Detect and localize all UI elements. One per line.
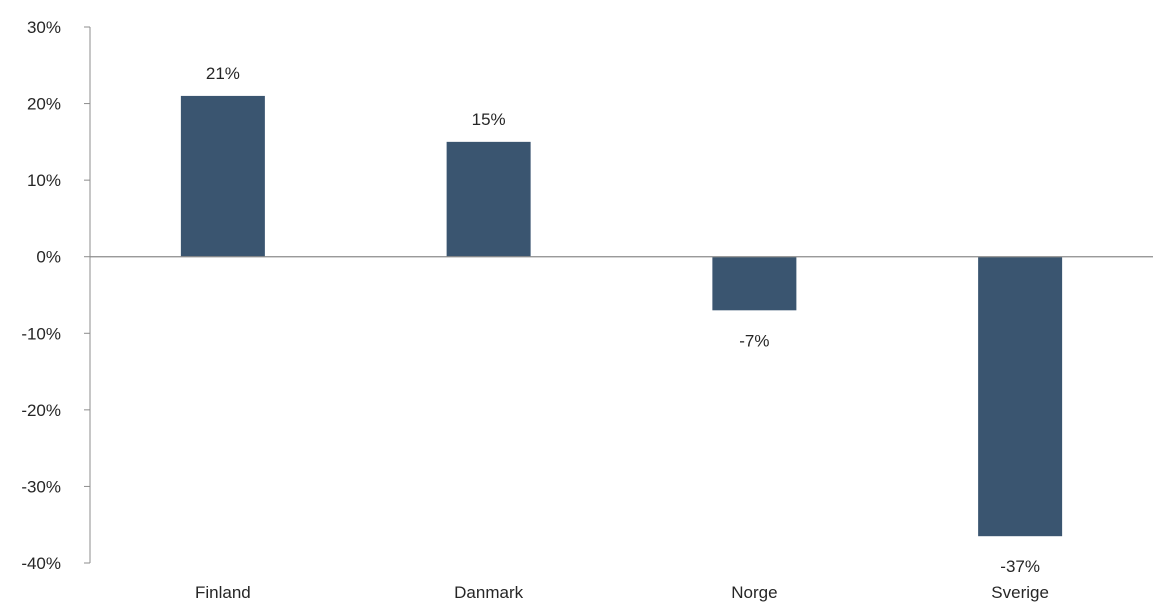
bar-finland <box>180 95 265 257</box>
data-label: -37% <box>1000 557 1040 576</box>
y-tick-label: -10% <box>21 324 61 343</box>
y-tick-label: -40% <box>21 554 61 573</box>
category-label: Danmark <box>454 583 523 602</box>
bar-norge <box>712 256 797 311</box>
y-tick-label: 0% <box>36 248 61 267</box>
bar-danmark <box>446 141 531 257</box>
category-label: Finland <box>195 583 251 602</box>
y-axis: 30% 20% 10% 0% -10% -20% -30% -40% <box>21 18 91 573</box>
bars <box>180 95 1063 537</box>
data-label: 21% <box>206 64 240 83</box>
data-label: -7% <box>739 331 769 350</box>
y-tick-label: 30% <box>27 18 61 37</box>
y-tick-label: -20% <box>21 401 61 420</box>
y-tick-label: 20% <box>27 95 61 114</box>
category-labels: Finland Danmark Norge Sverige <box>195 583 1049 602</box>
bar-sverige <box>978 256 1063 537</box>
category-label: Norge <box>731 583 777 602</box>
category-label: Sverige <box>991 583 1049 602</box>
data-labels: 21% 15% -7% -37% <box>206 64 1040 576</box>
y-tick-label: -30% <box>21 477 61 496</box>
y-tick-label: 10% <box>27 171 61 190</box>
data-label: 15% <box>472 110 506 129</box>
